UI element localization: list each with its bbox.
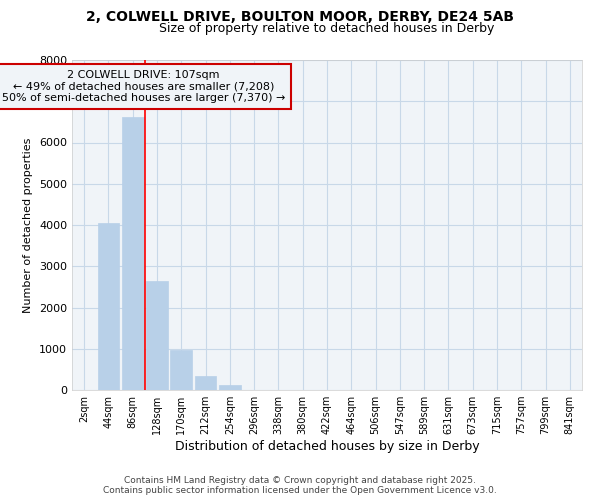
- Bar: [146, 280, 168, 390]
- Bar: [194, 376, 217, 390]
- X-axis label: Distribution of detached houses by size in Derby: Distribution of detached houses by size …: [175, 440, 479, 453]
- Text: 2, COLWELL DRIVE, BOULTON MOOR, DERBY, DE24 5AB: 2, COLWELL DRIVE, BOULTON MOOR, DERBY, D…: [86, 10, 514, 24]
- Y-axis label: Number of detached properties: Number of detached properties: [23, 138, 34, 312]
- Text: 2 COLWELL DRIVE: 107sqm
← 49% of detached houses are smaller (7,208)
50% of semi: 2 COLWELL DRIVE: 107sqm ← 49% of detache…: [2, 70, 285, 103]
- Bar: [122, 117, 143, 390]
- Bar: [170, 350, 192, 390]
- Bar: [219, 386, 241, 390]
- Bar: [97, 223, 119, 390]
- Title: Size of property relative to detached houses in Derby: Size of property relative to detached ho…: [160, 22, 494, 35]
- Text: Contains HM Land Registry data © Crown copyright and database right 2025.
Contai: Contains HM Land Registry data © Crown c…: [103, 476, 497, 495]
